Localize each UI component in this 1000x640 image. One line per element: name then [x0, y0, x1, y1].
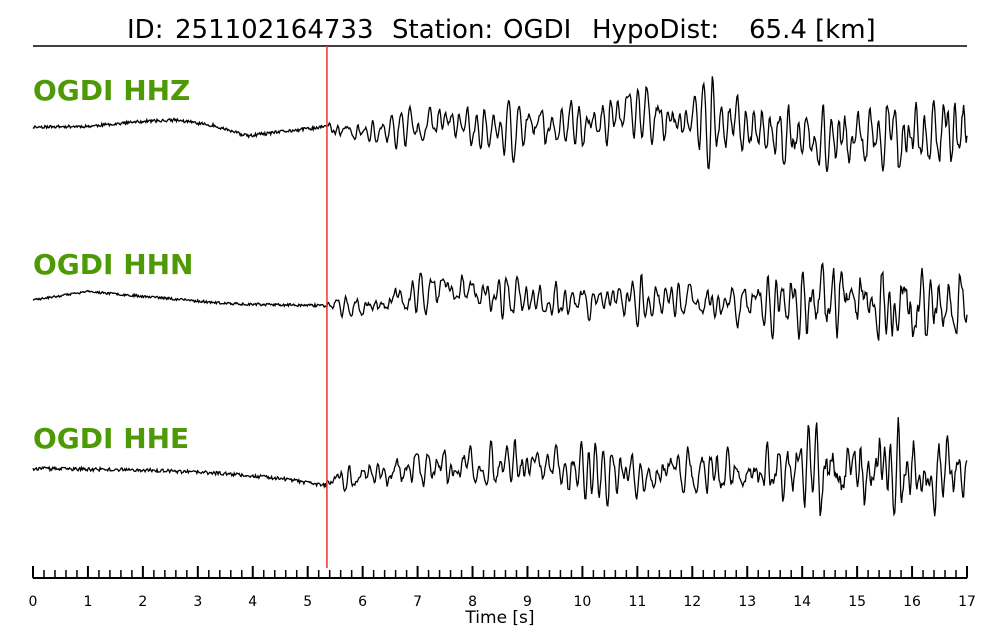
- waveform-traces: [32, 76, 968, 517]
- x-tick-label: 14: [793, 594, 811, 610]
- time-axis: 0 1 2 3 4 5 6 7 8 9 10 11 12 13 14 15 16 17: [29, 566, 976, 610]
- title-dist-unit: [km]: [815, 15, 876, 45]
- trace-ogdi-hhe: [32, 417, 968, 517]
- trace-ogdi-hhz: [32, 76, 968, 173]
- title-station-label: Station:: [392, 15, 493, 45]
- x-tick-label: 5: [303, 594, 312, 610]
- x-tick-label: 0: [29, 594, 38, 610]
- x-tick-label: 1: [83, 594, 92, 610]
- x-tick-label: 10: [573, 594, 591, 610]
- title-dist-label: HypoDist:: [592, 15, 719, 45]
- x-tick-label: 13: [738, 594, 756, 610]
- x-tick-label: 12: [683, 594, 701, 610]
- x-tick-label: 17: [958, 594, 976, 610]
- x-tick-label: 2: [138, 594, 147, 610]
- title-station-value: OGDI: [503, 15, 571, 45]
- title-id-value: 251102164733: [175, 15, 374, 45]
- x-tick-label: 11: [628, 594, 646, 610]
- x-tick-label: 3: [193, 594, 202, 610]
- x-tick-label: 15: [848, 594, 866, 610]
- x-tick-label: 16: [903, 594, 921, 610]
- title-dist-value: 65.4: [749, 15, 807, 45]
- x-tick-label: 6: [358, 594, 367, 610]
- x-tick-label: 8: [468, 594, 477, 610]
- channel-label-hhz: OGDI HHZ: [33, 74, 190, 107]
- x-tick-label: 4: [248, 594, 257, 610]
- trace-ogdi-hhn: [32, 261, 968, 341]
- title-id-label: ID:: [127, 15, 163, 45]
- channel-label-hhe: OGDI HHE: [33, 422, 189, 455]
- channel-label-hhn: OGDI HHN: [33, 248, 194, 281]
- x-axis-label: Time [s]: [464, 608, 534, 628]
- x-tick-label: 9: [523, 594, 532, 610]
- x-tick-label: 7: [413, 594, 422, 610]
